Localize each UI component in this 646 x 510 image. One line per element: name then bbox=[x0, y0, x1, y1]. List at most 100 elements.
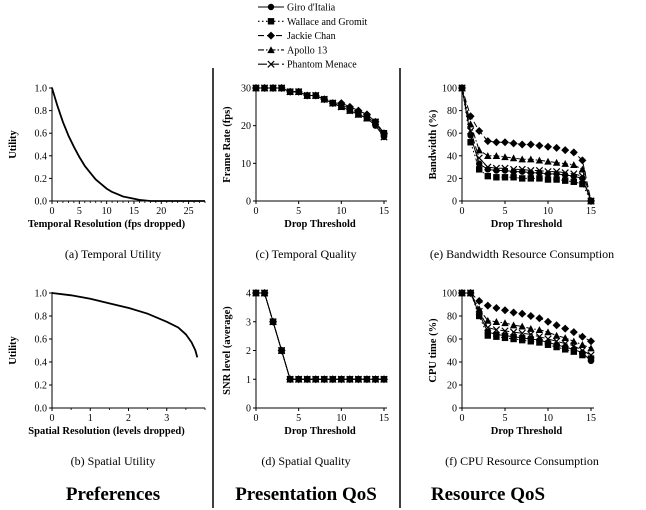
y-tick-label: 20 bbox=[447, 381, 457, 392]
x-tick-label: 5 bbox=[296, 413, 301, 424]
data-point bbox=[578, 341, 587, 348]
data-point bbox=[501, 164, 509, 172]
y-tick-label: 40 bbox=[447, 358, 457, 369]
data-point bbox=[579, 351, 586, 359]
x-tick-label: 5 bbox=[503, 206, 508, 217]
data-point bbox=[552, 331, 561, 339]
data-point bbox=[466, 120, 475, 128]
x-tick-label: 10 bbox=[543, 413, 553, 424]
legend-label: Jackie Chan bbox=[287, 31, 336, 42]
data-point bbox=[527, 169, 534, 176]
data-point bbox=[553, 170, 560, 178]
data-point bbox=[269, 318, 277, 326]
y-tick-label: 1 bbox=[246, 375, 251, 386]
data-point bbox=[501, 327, 509, 335]
x-tick-label: 2 bbox=[126, 413, 131, 424]
data-point bbox=[458, 84, 466, 92]
axes: 0 5 10 15 20 25 0.0 0.2 0.4 0.6 0.8 1.0 bbox=[35, 84, 206, 217]
data-point bbox=[371, 118, 380, 126]
data-point bbox=[354, 375, 363, 383]
data-point bbox=[484, 332, 491, 339]
y-tick-label: 20 bbox=[447, 174, 457, 185]
data-point bbox=[303, 375, 311, 383]
legend-item: Phantom Menace bbox=[258, 60, 357, 71]
data-point bbox=[346, 106, 354, 115]
series-line bbox=[462, 292, 592, 356]
y-tick-label: 80 bbox=[447, 106, 457, 117]
x-tick-label: 0 bbox=[460, 413, 465, 424]
data-point bbox=[466, 127, 475, 135]
data-point bbox=[493, 174, 500, 181]
section-title-resource: Resource QoS bbox=[431, 484, 545, 505]
series-x bbox=[458, 84, 595, 205]
data-point bbox=[544, 167, 552, 176]
data-point bbox=[544, 335, 552, 343]
data-point bbox=[492, 138, 501, 147]
data-point bbox=[509, 308, 518, 317]
data-point bbox=[510, 168, 517, 175]
data-point bbox=[509, 321, 518, 329]
y-tick-label: 100 bbox=[442, 84, 457, 95]
data-point bbox=[552, 321, 561, 330]
series-line bbox=[461, 87, 592, 202]
data-point bbox=[561, 146, 570, 155]
y-tick-label: 60 bbox=[447, 335, 457, 346]
data-point bbox=[467, 139, 474, 146]
y-axis-label: Frame Rate (fps) bbox=[222, 106, 233, 183]
series-line bbox=[51, 292, 199, 358]
y-tick-label: 80 bbox=[447, 312, 457, 323]
y-tick-label: 0 bbox=[246, 404, 251, 415]
data-point bbox=[578, 172, 587, 180]
legend: Giro d'Italia Wallace and Gromit Jackie Ch… bbox=[258, 3, 367, 71]
legend-marker bbox=[267, 31, 275, 40]
data-point bbox=[252, 289, 260, 297]
y-tick-label: 0.2 bbox=[35, 381, 48, 392]
data-point bbox=[501, 153, 509, 161]
series-line bbox=[462, 292, 592, 362]
y-tick-label: 3 bbox=[246, 317, 251, 328]
data-point bbox=[303, 91, 311, 100]
series-line bbox=[256, 87, 385, 138]
y-tick-label: 0.6 bbox=[35, 129, 48, 140]
y-axis-label: Utility bbox=[8, 335, 19, 364]
x-tick-label: 15 bbox=[586, 206, 596, 217]
series-x bbox=[252, 84, 388, 141]
y-tick-label: 20 bbox=[241, 121, 251, 132]
legend-marker bbox=[267, 46, 275, 54]
data-point bbox=[552, 158, 561, 166]
panel-temporal-utility: 0 5 10 15 20 25 0.0 0.2 0.4 0.6 0.8 1.0 Temporal Res… bbox=[8, 84, 206, 261]
y-tick-label: 0.0 bbox=[35, 197, 48, 208]
series-square bbox=[252, 289, 388, 383]
data-point bbox=[492, 164, 501, 172]
data-point bbox=[484, 152, 492, 159]
data-point bbox=[535, 166, 544, 175]
data-point bbox=[536, 175, 543, 182]
x-tick-label: 0 bbox=[50, 413, 55, 424]
data-point bbox=[587, 351, 595, 359]
x-tick-label: 1 bbox=[88, 413, 93, 424]
data-point bbox=[510, 335, 517, 343]
x-tick-label: 0 bbox=[254, 413, 259, 424]
data-point bbox=[337, 375, 345, 383]
data-point bbox=[552, 143, 561, 152]
data-point bbox=[578, 332, 587, 341]
x-tick-label: 15 bbox=[379, 413, 389, 424]
y-tick-label: 100 bbox=[442, 289, 457, 300]
data-point bbox=[371, 375, 380, 383]
data-point bbox=[483, 301, 492, 310]
y-tick-label: 1.0 bbox=[35, 84, 48, 95]
data-point bbox=[329, 375, 337, 383]
series-line bbox=[256, 292, 384, 380]
data-point bbox=[475, 154, 483, 162]
x-tick-label: 5 bbox=[296, 206, 301, 217]
y-tick-label: 1.0 bbox=[35, 289, 48, 300]
data-point bbox=[519, 336, 526, 344]
data-point bbox=[569, 328, 578, 337]
data-point bbox=[579, 180, 586, 188]
legend-item: Wallace and Gromit bbox=[258, 17, 367, 28]
data-point bbox=[553, 176, 560, 183]
legend-marker bbox=[267, 60, 275, 68]
x-tick-label: 5 bbox=[77, 206, 82, 217]
series-line bbox=[256, 292, 384, 380]
data-point bbox=[527, 155, 535, 163]
